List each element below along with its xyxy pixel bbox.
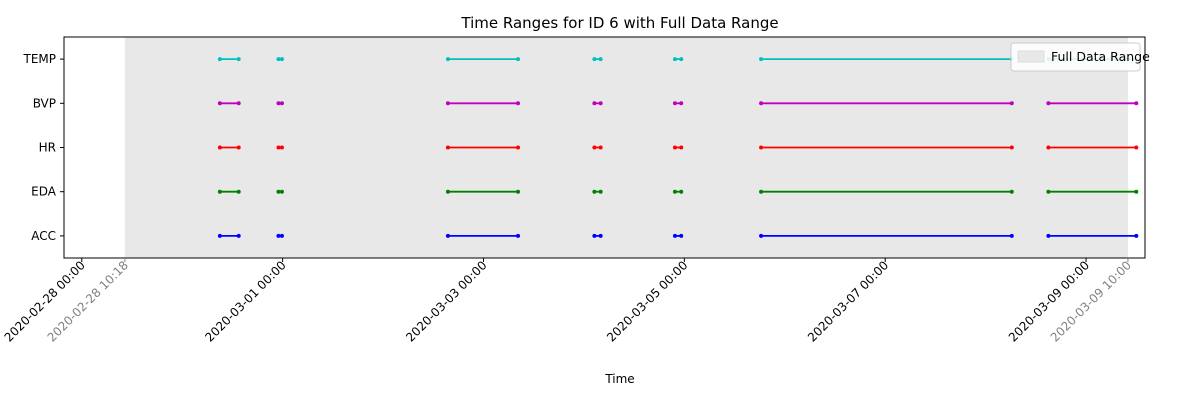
segment-start-marker-eda-5 bbox=[759, 189, 764, 194]
segment-end-marker-acc-3 bbox=[598, 233, 603, 238]
segment-end-marker-hr-2 bbox=[516, 145, 521, 150]
segment-start-marker-hr-6 bbox=[1046, 145, 1051, 150]
segment-end-marker-acc-0 bbox=[236, 233, 241, 238]
segment-start-marker-eda-4 bbox=[672, 189, 677, 194]
segment-end-marker-hr-3 bbox=[598, 145, 603, 150]
segment-end-marker-eda-0 bbox=[236, 189, 241, 194]
x-tick-label-range-start: 2020-02-28 10:18 bbox=[45, 258, 131, 344]
x-axis-label: Time bbox=[604, 372, 634, 386]
segment-start-marker-temp-1 bbox=[276, 57, 281, 62]
plot-area bbox=[124, 37, 1139, 258]
x-tick-label-5: 2020-03-09 00:00 bbox=[1006, 258, 1092, 344]
segment-start-marker-acc-0 bbox=[217, 233, 222, 238]
segment-start-marker-temp-3 bbox=[592, 57, 597, 62]
chart-title: Time Ranges for ID 6 with Full Data Rang… bbox=[460, 14, 778, 32]
x-tick-label-1: 2020-03-01 00:00 bbox=[202, 258, 288, 344]
segment-end-marker-hr-5 bbox=[1009, 145, 1014, 150]
y-tick-label-bvp: BVP bbox=[33, 96, 56, 110]
segment-end-marker-bvp-0 bbox=[236, 101, 241, 106]
segment-end-marker-eda-5 bbox=[1009, 189, 1014, 194]
segment-end-marker-bvp-2 bbox=[516, 101, 521, 106]
segment-end-marker-eda-3 bbox=[598, 189, 603, 194]
segment-start-marker-acc-2 bbox=[445, 233, 450, 238]
segment-start-marker-temp-4 bbox=[672, 57, 677, 62]
segment-end-marker-acc-5 bbox=[1009, 233, 1014, 238]
segment-end-marker-temp-3 bbox=[598, 57, 603, 62]
segment-start-marker-bvp-2 bbox=[445, 101, 450, 106]
segment-end-marker-acc-4 bbox=[679, 233, 684, 238]
segment-end-marker-bvp-3 bbox=[598, 101, 603, 106]
segment-start-marker-bvp-0 bbox=[217, 101, 222, 106]
segment-start-marker-bvp-1 bbox=[276, 101, 281, 106]
y-tick-label-acc: ACC bbox=[31, 229, 56, 243]
segment-end-marker-acc-2 bbox=[516, 233, 521, 238]
segment-end-marker-eda-1 bbox=[279, 189, 284, 194]
segment-start-marker-acc-5 bbox=[759, 233, 764, 238]
segment-start-marker-bvp-4 bbox=[672, 101, 677, 106]
y-tick-label-hr: HR bbox=[39, 141, 56, 155]
segment-start-marker-eda-2 bbox=[445, 189, 450, 194]
x-tick-label-4: 2020-03-07 00:00 bbox=[805, 258, 891, 344]
y-tick-label-temp: TEMP bbox=[22, 52, 56, 66]
segment-start-marker-bvp-3 bbox=[592, 101, 597, 106]
segment-end-marker-acc-6 bbox=[1134, 233, 1139, 238]
segment-start-marker-hr-2 bbox=[445, 145, 450, 150]
segment-end-marker-bvp-1 bbox=[279, 101, 284, 106]
segment-start-marker-eda-1 bbox=[276, 189, 281, 194]
segment-end-marker-hr-4 bbox=[679, 145, 684, 150]
segment-start-marker-acc-6 bbox=[1046, 233, 1051, 238]
segment-start-marker-bvp-6 bbox=[1046, 101, 1051, 106]
segment-end-marker-bvp-5 bbox=[1009, 101, 1014, 106]
legend-box bbox=[1010, 42, 1141, 72]
legend-swatch-full-data-range bbox=[1017, 50, 1045, 63]
segment-end-marker-temp-2 bbox=[516, 57, 521, 62]
segment-end-marker-hr-0 bbox=[236, 145, 241, 150]
x-tick-label-3: 2020-03-05 00:00 bbox=[604, 258, 690, 344]
segment-end-marker-eda-6 bbox=[1134, 189, 1139, 194]
segment-start-marker-acc-1 bbox=[276, 233, 281, 238]
segment-start-marker-bvp-5 bbox=[759, 101, 764, 106]
segment-end-marker-eda-4 bbox=[679, 189, 684, 194]
segment-end-marker-temp-4 bbox=[679, 57, 684, 62]
segment-end-marker-bvp-4 bbox=[679, 101, 684, 106]
segment-end-marker-hr-6 bbox=[1134, 145, 1139, 150]
segment-start-marker-acc-3 bbox=[592, 233, 597, 238]
segment-end-marker-hr-1 bbox=[279, 145, 284, 150]
segment-end-marker-eda-2 bbox=[516, 189, 521, 194]
segment-start-marker-hr-5 bbox=[759, 145, 764, 150]
y-tick-label-eda: EDA bbox=[31, 185, 57, 199]
segment-start-marker-eda-0 bbox=[217, 189, 222, 194]
segment-start-marker-eda-3 bbox=[592, 189, 597, 194]
x-tick-label-2: 2020-03-03 00:00 bbox=[403, 258, 489, 344]
segment-start-marker-hr-3 bbox=[592, 145, 597, 150]
segment-start-marker-temp-2 bbox=[445, 57, 450, 62]
x-tick-label-range-end: 2020-03-09 10:00 bbox=[1048, 258, 1134, 344]
segment-start-marker-eda-6 bbox=[1046, 189, 1051, 194]
segment-start-marker-acc-4 bbox=[672, 233, 677, 238]
x-tick-label-0: 2020-02-28 00:00 bbox=[2, 258, 88, 344]
legend: Full Data Range bbox=[1010, 42, 1150, 72]
segment-end-marker-temp-1 bbox=[279, 57, 284, 62]
segment-start-marker-temp-5 bbox=[759, 57, 764, 62]
segment-start-marker-hr-0 bbox=[217, 145, 222, 150]
segment-start-marker-temp-0 bbox=[217, 57, 222, 62]
segment-start-marker-hr-1 bbox=[276, 145, 281, 150]
segment-end-marker-temp-0 bbox=[236, 57, 241, 62]
segment-end-marker-bvp-6 bbox=[1134, 101, 1139, 106]
segment-start-marker-hr-4 bbox=[672, 145, 677, 150]
legend-label-full-data-range: Full Data Range bbox=[1051, 49, 1150, 64]
segment-end-marker-acc-1 bbox=[279, 233, 284, 238]
